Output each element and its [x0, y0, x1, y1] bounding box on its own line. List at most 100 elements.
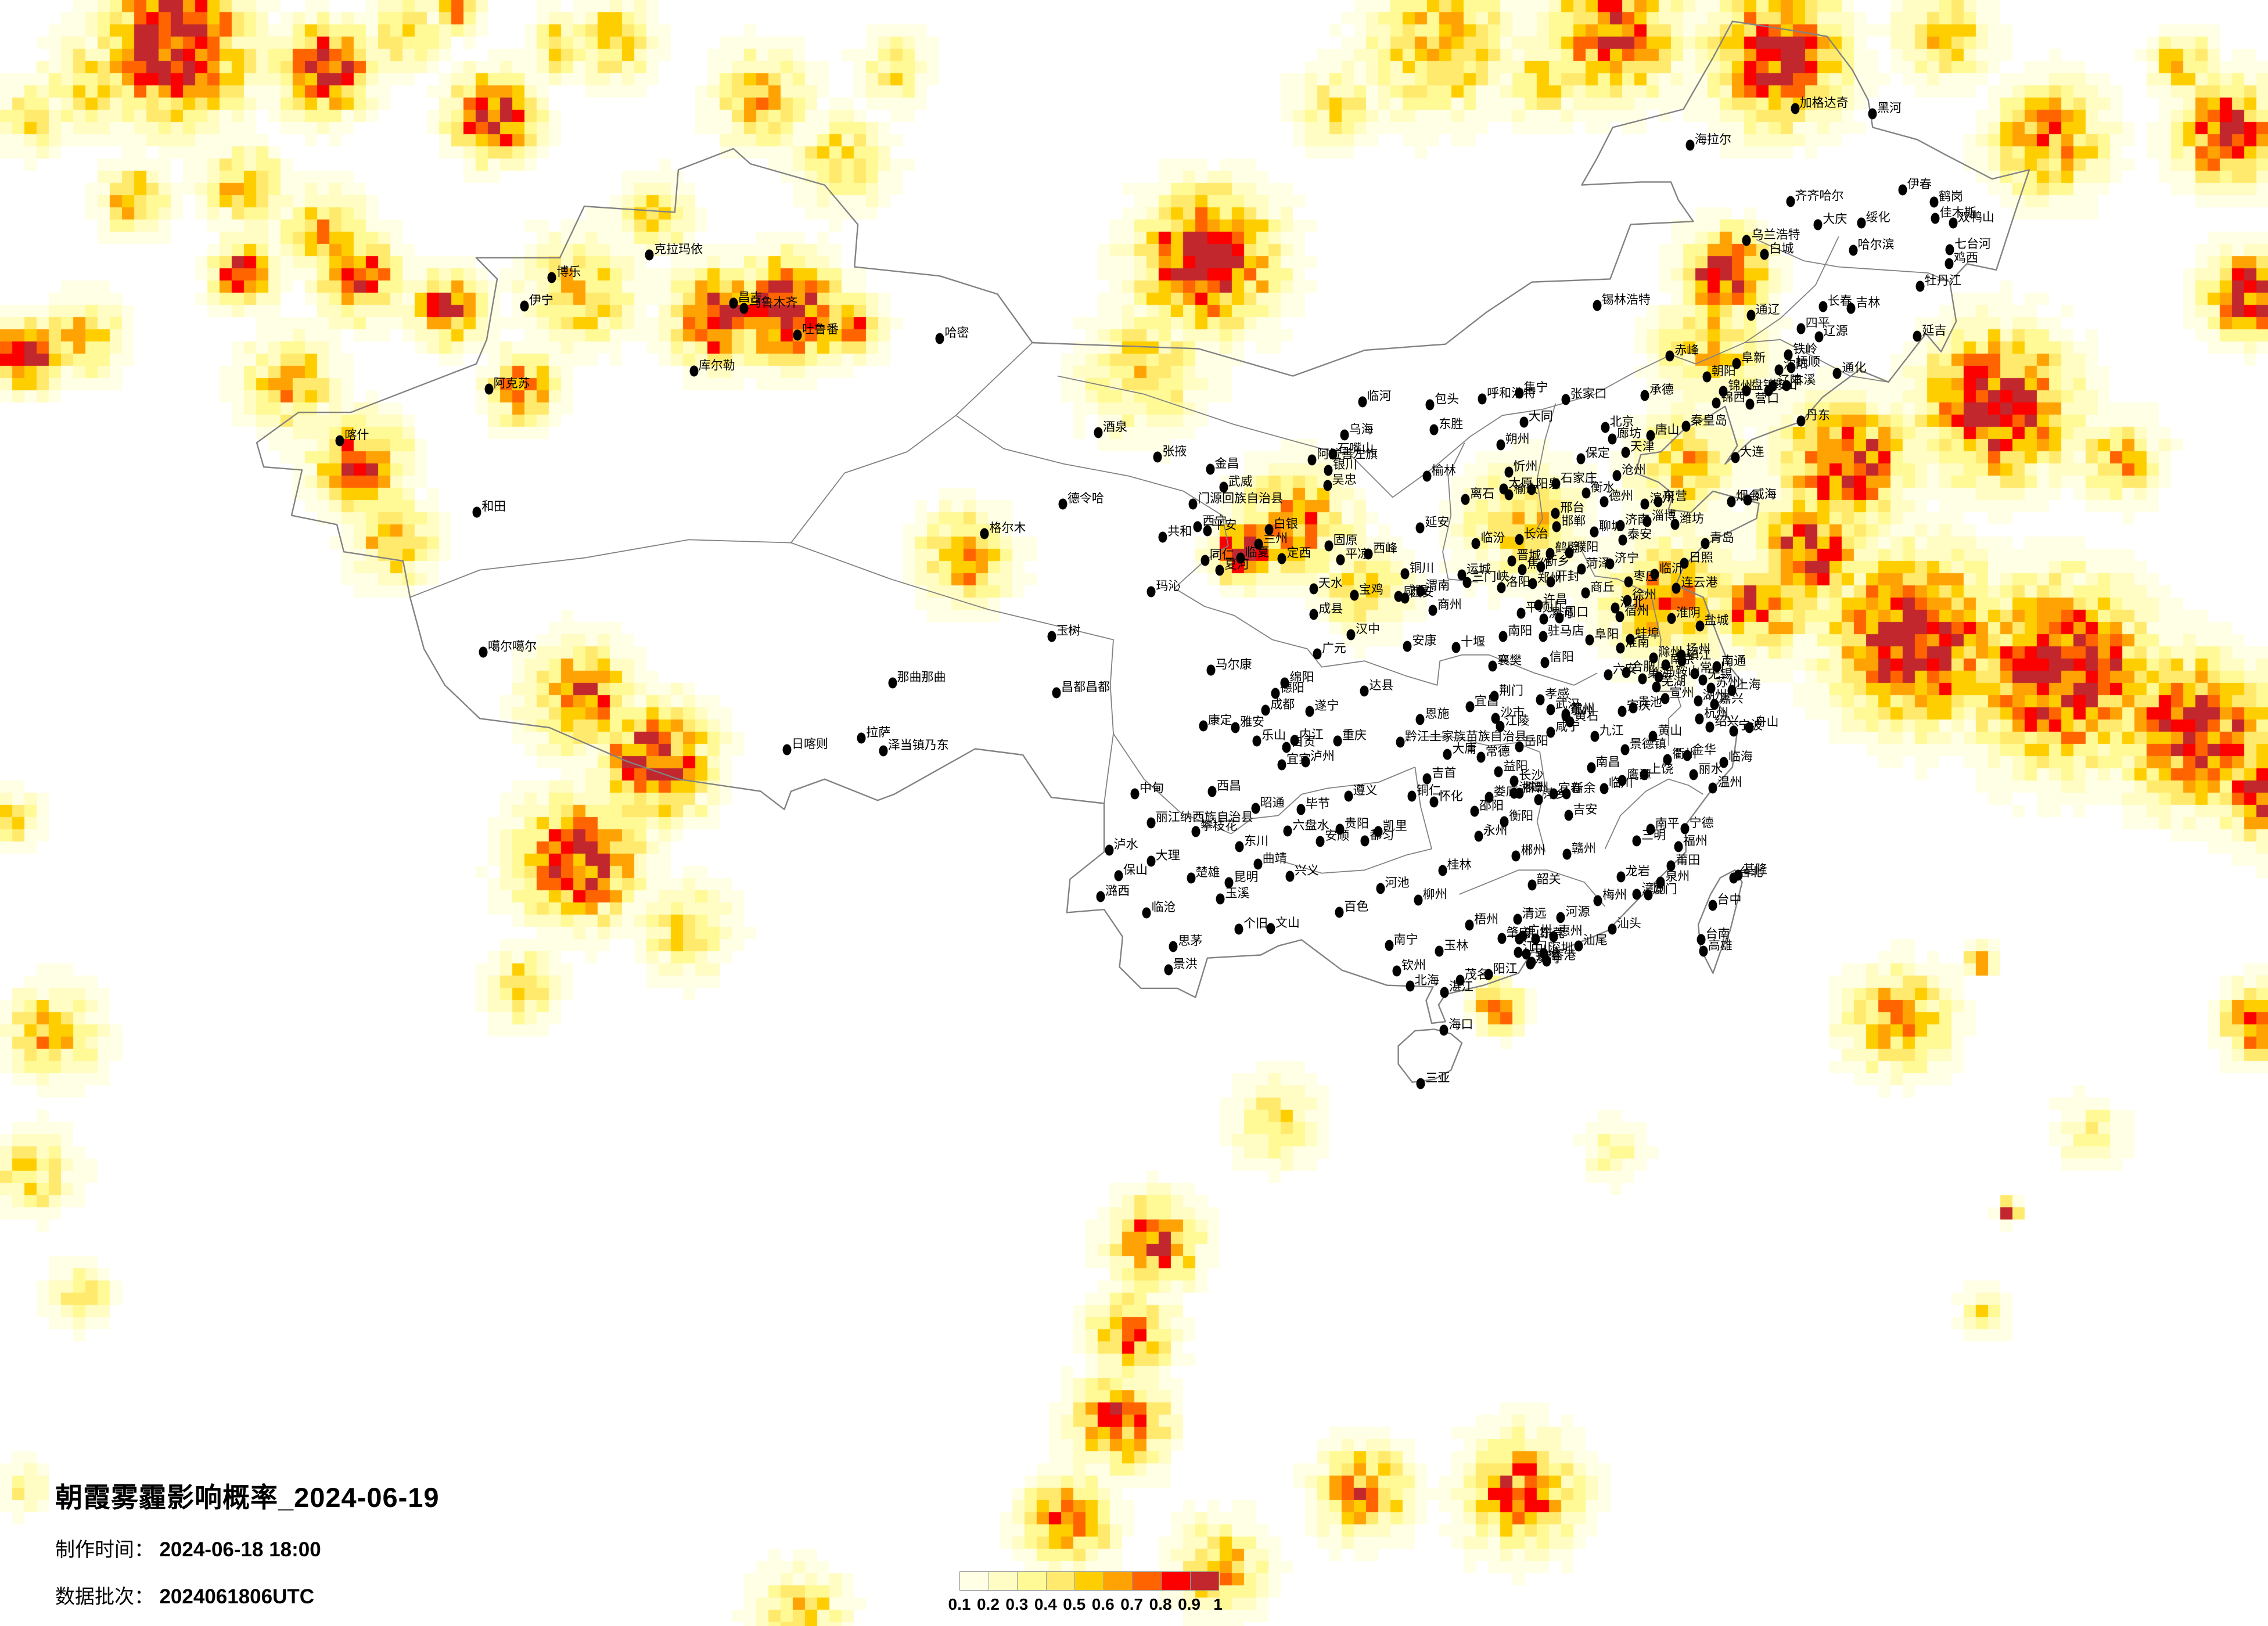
city-marker — [1731, 452, 1740, 463]
city-marker — [1623, 595, 1632, 606]
city-label: 周口 — [1564, 606, 1589, 620]
city-marker — [1358, 396, 1367, 408]
city-label: 六安 — [1612, 663, 1637, 677]
city-marker — [888, 677, 897, 689]
boundary-line — [790, 542, 1114, 804]
city-marker — [1522, 948, 1531, 960]
city-label: 天水 — [1318, 576, 1343, 590]
city-marker — [1515, 387, 1524, 399]
city-marker — [729, 297, 738, 309]
city-label: 梧州 — [1474, 913, 1499, 927]
city-marker — [1534, 599, 1543, 611]
city-marker — [1146, 817, 1156, 829]
city-label: 咸宁 — [1555, 720, 1580, 734]
boundary-line — [1650, 594, 1682, 746]
city-marker — [1764, 385, 1773, 397]
city-label: 漳州 — [1641, 882, 1666, 895]
data-batch-label: 数据批次： — [55, 1586, 154, 1608]
city-marker — [1283, 825, 1292, 837]
city-marker — [1504, 489, 1514, 501]
city-marker — [1626, 634, 1635, 645]
city-marker — [1690, 668, 1699, 679]
city-marker — [1513, 913, 1522, 925]
city-label: 黄石 — [1574, 709, 1599, 723]
city-label: 淮阴 — [1676, 606, 1701, 620]
city-marker — [1465, 919, 1474, 931]
city-label: 铜川 — [1410, 561, 1435, 575]
city-marker — [879, 745, 888, 757]
city-marker — [1683, 750, 1692, 761]
city-marker — [1374, 826, 1383, 837]
city-label: 楚雄 — [1195, 865, 1220, 879]
city-marker — [1114, 870, 1123, 882]
city-label: 喀什 — [344, 428, 369, 442]
city-marker — [1604, 669, 1613, 681]
city-marker — [1814, 331, 1824, 343]
city-label: 濮阳 — [1574, 541, 1599, 555]
city-marker — [935, 333, 944, 344]
city-label: 吐鲁番 — [802, 323, 839, 336]
city-marker — [1590, 526, 1599, 538]
city-marker — [1677, 655, 1687, 667]
city-marker — [1660, 693, 1670, 704]
city-marker — [1285, 870, 1295, 882]
city-marker — [1193, 521, 1202, 533]
city-label: 秦皇岛 — [1690, 414, 1727, 428]
city-marker — [1640, 390, 1649, 401]
city-marker — [1685, 139, 1695, 151]
city-label: 萍乡 — [1543, 787, 1568, 801]
city-label: 连云港 — [1681, 575, 1718, 589]
city-label: 噶尔噶尔 — [488, 639, 537, 653]
city-label: 台南 — [1705, 927, 1730, 941]
city-marker — [1629, 702, 1637, 714]
city-marker — [1618, 706, 1627, 717]
city-label: 牡丹江 — [1924, 274, 1961, 288]
city-marker — [1305, 706, 1314, 717]
city-label: 杭州 — [1704, 706, 1729, 720]
city-marker — [1158, 531, 1167, 543]
city-marker — [1406, 980, 1415, 992]
city-marker — [1667, 613, 1676, 624]
city-label: 安顺 — [1325, 829, 1350, 843]
city-marker — [1661, 659, 1670, 671]
city-label: 贵阳 — [1344, 816, 1369, 830]
city-marker — [1562, 788, 1571, 800]
city-marker — [1868, 108, 1877, 120]
city-label: 大连 — [1739, 445, 1764, 459]
city-marker — [1601, 422, 1609, 433]
city-label: 西峰 — [1373, 541, 1398, 555]
city-label: 自贡 — [1291, 735, 1315, 749]
city-marker — [1915, 280, 1925, 292]
produced-time-value: 2024-06-18 18:00 — [159, 1538, 321, 1561]
city-label: 雅安 — [1240, 715, 1265, 729]
city-label: 西宁 — [1202, 515, 1227, 528]
city-label: 昌都昌都 — [1061, 681, 1110, 695]
city-label: 集宁 — [1523, 381, 1548, 395]
city-label: 朝阳 — [1711, 365, 1736, 379]
city-label: 大理 — [1155, 849, 1180, 863]
city-marker — [1519, 416, 1529, 428]
city-marker — [1615, 611, 1624, 623]
city-label: 中山 — [1530, 942, 1555, 956]
city-label: 昌吉 — [738, 290, 763, 304]
city-label: 思茅 — [1178, 934, 1203, 948]
city-marker — [1344, 790, 1353, 802]
city-marker — [1462, 577, 1472, 588]
city-marker — [1746, 310, 1756, 321]
city-label: 莆田 — [1676, 853, 1701, 867]
city-marker — [1471, 538, 1480, 549]
city-label: 沙市 — [1500, 706, 1525, 720]
city-label: 宜昌 — [1474, 694, 1499, 708]
city-marker — [1485, 792, 1494, 803]
city-label: 通化 — [1842, 361, 1867, 375]
city-label: 北海 — [1414, 973, 1439, 987]
city-marker — [1551, 508, 1560, 519]
city-label: 乌兰浩特 — [1751, 228, 1800, 242]
city-label: 广州 — [1527, 923, 1552, 937]
city-label: 徐州 — [1632, 588, 1657, 602]
city-label: 焦作 — [1527, 557, 1552, 571]
city-label: 呼和浩特 — [1487, 387, 1536, 401]
city-label: 长春 — [1827, 294, 1852, 308]
city-label: 盐城 — [1704, 614, 1729, 628]
